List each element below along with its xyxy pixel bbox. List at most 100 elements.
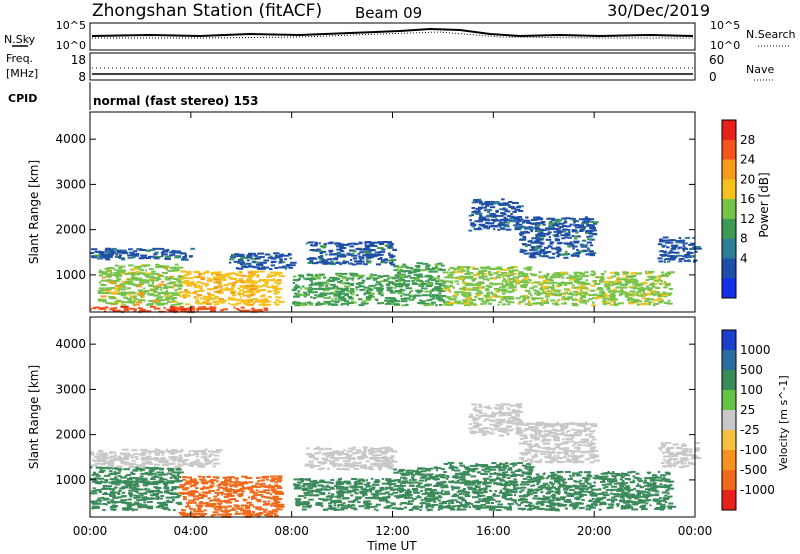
data-mark: [301, 485, 306, 488]
data-mark: [658, 300, 662, 303]
data-mark: [336, 481, 344, 484]
data-mark: [264, 281, 269, 284]
data-mark: [402, 263, 406, 266]
data-mark: [352, 461, 357, 464]
data-mark: [374, 458, 380, 461]
data-mark: [667, 302, 673, 305]
data-mark: [337, 464, 342, 467]
data-mark: [332, 462, 339, 465]
data-mark: [188, 463, 194, 465]
data-mark: [228, 261, 232, 264]
data-mark: [187, 503, 190, 506]
data-mark: [593, 280, 597, 282]
data-mark: [495, 209, 499, 212]
data-mark: [242, 281, 245, 284]
data-mark: [219, 300, 226, 302]
data-mark: [519, 295, 526, 298]
data-mark: [242, 263, 246, 265]
data-mark: [663, 261, 666, 264]
power-chart-y-label: Slant Range [km]: [27, 160, 41, 264]
data-mark: [683, 247, 688, 250]
data-mark: [268, 496, 275, 499]
data-mark: [224, 507, 228, 510]
data-mark: [140, 254, 147, 257]
data-mark: [540, 221, 546, 223]
data-mark: [210, 272, 218, 274]
data-mark: [451, 298, 454, 301]
data-mark: [214, 303, 217, 306]
data-mark: [590, 284, 596, 287]
data-mark: [328, 502, 333, 505]
data-mark: [376, 263, 381, 266]
data-mark: [527, 478, 534, 481]
data-mark: [407, 274, 411, 277]
data-mark: [302, 478, 307, 481]
data-mark: [537, 233, 543, 236]
data-mark: [152, 276, 159, 279]
data-mark: [367, 450, 372, 453]
data-mark: [227, 298, 233, 301]
data-mark: [423, 473, 427, 476]
data-mark: [419, 502, 426, 505]
freq-label-line2: [MHz]: [6, 67, 38, 80]
data-mark: [532, 273, 536, 276]
data-mark: [257, 252, 264, 255]
data-mark: [155, 279, 159, 282]
data-mark: [420, 290, 424, 292]
data-mark: [403, 481, 411, 484]
data-mark: [193, 510, 196, 513]
data-mark: [240, 255, 245, 258]
data-mark: [533, 248, 539, 251]
data-mark: [575, 231, 579, 234]
data-mark: [612, 282, 619, 285]
data-mark: [464, 273, 471, 275]
data-mark: [511, 216, 518, 219]
data-mark: [321, 284, 325, 287]
data-mark: [481, 203, 484, 206]
data-mark: [273, 301, 278, 304]
data-mark: [152, 450, 156, 453]
data-mark: [587, 224, 592, 226]
data-mark: [501, 275, 505, 278]
data-mark: [306, 257, 313, 260]
data-mark: [321, 452, 328, 455]
data-mark: [394, 274, 402, 277]
data-mark: [559, 225, 564, 228]
data-mark: [105, 275, 112, 278]
data-mark: [658, 260, 664, 263]
data-mark: [561, 302, 567, 305]
data-mark: [162, 473, 168, 476]
data-mark: [478, 298, 483, 301]
data-mark: [571, 302, 578, 305]
data-mark: [144, 491, 148, 494]
data-mark: [322, 261, 329, 264]
data-mark: [388, 281, 395, 284]
data-mark: [453, 469, 461, 472]
data-mark: [325, 253, 328, 256]
data-mark: [378, 243, 385, 245]
data-mark: [108, 493, 116, 496]
data-mark: [216, 276, 223, 279]
data-mark: [408, 299, 412, 302]
data-mark: [128, 280, 134, 283]
data-mark: [324, 461, 328, 464]
data-mark: [208, 288, 213, 291]
data-mark: [485, 298, 492, 301]
data-mark: [136, 277, 143, 280]
data-mark: [489, 206, 496, 209]
data-mark: [193, 495, 197, 498]
data-mark: [199, 287, 203, 290]
data-mark: [400, 483, 403, 486]
data-mark: [398, 285, 403, 288]
data-mark: [137, 307, 141, 309]
data-mark: [344, 289, 348, 291]
data-mark: [341, 277, 349, 280]
data-mark: [109, 451, 113, 454]
data-mark: [271, 257, 277, 260]
data-mark: [299, 294, 306, 297]
colorbar-swatch: [722, 238, 736, 259]
data-mark: [589, 252, 595, 255]
data-mark: [517, 275, 521, 278]
data-mark: [350, 284, 355, 286]
data-mark: [123, 296, 129, 299]
